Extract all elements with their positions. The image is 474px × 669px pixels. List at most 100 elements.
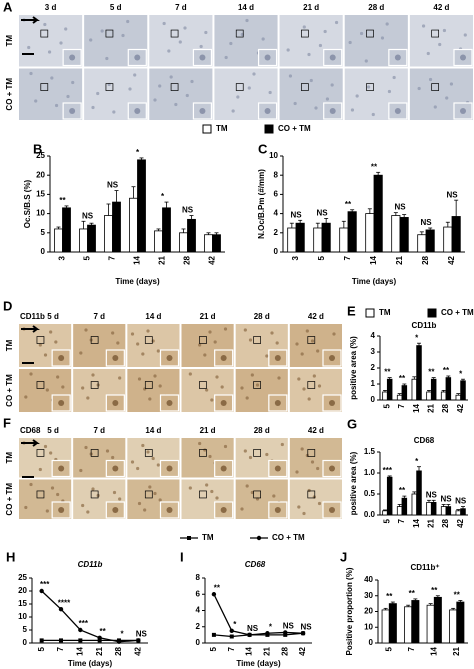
bar [430,501,437,516]
roi-box [235,29,244,38]
y-tick-label: 40 [364,575,373,584]
bar [440,506,447,516]
cell [29,482,33,487]
cell [105,449,110,453]
bar [449,609,458,644]
cell [426,51,430,56]
y-tick-label: 0 [369,638,374,647]
inset-cell [199,54,206,61]
inset-cell [329,54,336,61]
cell [137,377,142,381]
significance: ** [386,592,393,601]
cell [248,455,253,460]
inset-cell [58,507,65,513]
cell [169,75,173,79]
y-tick-label: 20 [36,170,45,179]
inset-cell [394,54,401,61]
marker [39,588,44,594]
cell [350,108,355,112]
cell [248,338,253,342]
cell [302,387,306,391]
cell [54,340,58,344]
bar [396,394,403,401]
cell [213,340,217,344]
legend-label: TM [379,308,391,317]
cell [158,84,162,88]
cell [417,86,421,91]
x-tick-label: 7 [56,646,65,651]
inset-cell [112,355,119,361]
cell [61,385,65,389]
cell [49,451,53,455]
cell [428,77,433,82]
column-header: 5 d [47,426,59,435]
row-label: TM [5,339,14,351]
marker [97,638,102,643]
cell [151,456,155,461]
cell [84,328,88,332]
significance: NS [136,630,148,639]
cell [332,332,336,336]
cell [111,331,115,335]
cell [309,78,313,83]
y-tick-label: 20 [18,586,27,595]
cell [126,19,130,24]
marker [265,631,270,636]
cell [148,485,152,489]
inset-cell [274,355,281,361]
cell [305,329,309,333]
significance: NS [247,624,259,633]
marker [39,638,44,643]
roi-box [307,336,316,344]
x-tick-label: 14 [412,518,421,527]
roi-box [253,449,261,457]
cell [293,101,297,106]
significance: ** [214,583,221,592]
cell [112,110,116,114]
significance: * [233,620,237,629]
cell [198,441,202,446]
cell [50,76,54,80]
cell [100,29,104,33]
bar [204,234,213,253]
significance: **** [58,598,71,607]
cell [130,332,135,336]
cell [300,352,304,356]
significance: ** [454,591,461,600]
micrograph [343,14,409,68]
cell [146,329,150,333]
cell [54,103,59,108]
cell [280,442,284,447]
inset-cell [69,54,76,61]
marker [116,639,122,644]
cell [348,40,352,45]
cell [81,386,85,390]
x-tick-label: 21 [426,403,435,412]
bar [295,222,305,253]
inset-cell [220,400,227,406]
y-tick-label: 4 [196,606,201,615]
cell [198,343,202,347]
cell [174,102,178,107]
bar [104,215,113,253]
bar [388,603,397,644]
significance: NS [182,206,194,215]
cell [38,343,42,347]
cell [387,89,392,94]
cell [277,376,281,380]
x-tick-label: 5 [382,518,391,523]
bar [54,228,63,253]
roi-box [144,381,153,389]
y-tick-label: 0 [274,247,279,256]
bar [87,224,96,253]
inset-cell [329,507,335,513]
x-tick-label: 5 [83,255,92,260]
cell [316,349,320,353]
cell [49,330,53,334]
x-tick-label: 5 [317,255,326,260]
bar [79,228,88,253]
panel-letter: F [3,415,11,430]
roi-box [40,83,49,91]
x-tick-label: 14 [133,255,142,264]
roi-box [253,336,261,344]
